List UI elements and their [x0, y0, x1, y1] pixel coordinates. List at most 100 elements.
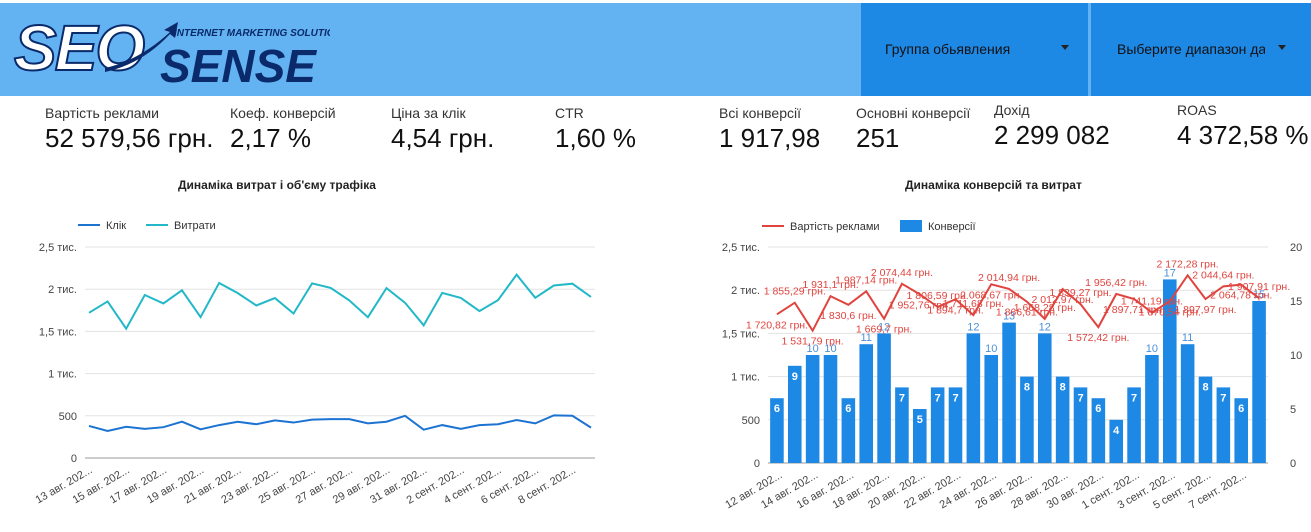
bar-value-label: 8 [1060, 382, 1066, 394]
bar-value-label: 7 [1220, 392, 1226, 404]
bar [1127, 387, 1141, 463]
line-value-label: 1 987,14 грн. [835, 274, 897, 286]
kpi-value: 251 [856, 123, 900, 153]
bar-value-label: 13 [1003, 311, 1015, 323]
line-value-label: 1 669,7 грн. [856, 324, 912, 336]
line-value-label: 1 830,6 грн. [820, 310, 876, 322]
logo-tagline: INTERNET MARKETING SOLUTIONS [174, 28, 330, 39]
bar [930, 387, 945, 463]
line-value-label: 1 866,61 грн. [996, 307, 1058, 319]
bar [805, 355, 820, 463]
kpi-label: ROAS [1177, 102, 1217, 118]
kpi-revenue: Дохід 2 299 082 [994, 102, 1110, 151]
kpi-value: 4 372,58 % [1177, 120, 1309, 150]
bar [1234, 398, 1248, 463]
bar [1180, 344, 1195, 463]
bar-value-label: 11 [1182, 332, 1193, 344]
bar-value-label: 7 [899, 392, 905, 404]
bar [1216, 387, 1231, 463]
line-value-label: 1 907,91 грн. [1228, 281, 1290, 293]
kpi-value: 4,54 грн. [391, 123, 495, 153]
bar [1145, 355, 1159, 463]
ad-group-dropdown[interactable]: Группа обьявления [861, 3, 1088, 96]
bar-value-label: 7 [952, 392, 958, 404]
traffic-cost-line-chart: 0 500 1 тис. 1,5 тис. 2 тис. 2,5 тис. Клік Витр… [33, 220, 595, 507]
bar-value-label: 12 [1039, 321, 1051, 333]
bar [1073, 387, 1088, 463]
y-tick-label-right: 10 [1290, 350, 1302, 362]
y-tick-label-right: 5 [1290, 404, 1296, 416]
y-tick-label: 0 [71, 453, 77, 465]
caret-down-icon [1278, 45, 1286, 50]
kpi-value: 1,60 % [555, 123, 636, 153]
date-range-picker-label: Выберите диапазон да [1117, 41, 1265, 57]
legend-swatch [900, 220, 922, 232]
line-value-label: 1 839,27 грн. [1049, 287, 1111, 299]
series-line [88, 272, 592, 331]
bar [823, 355, 838, 463]
bar [770, 398, 784, 463]
line-value-label: 1 870,54 грн. [1139, 306, 1201, 318]
line-value-label: 1 956,42 грн. [1085, 277, 1147, 289]
bar-value-label: 4 [1113, 425, 1120, 437]
legend-label: Вартість реклами [790, 221, 880, 233]
bar-value-label: 11 [861, 332, 872, 344]
y-tick-label: 1 тис. [48, 369, 77, 381]
bar-value-label: 17 [1164, 267, 1176, 279]
kpi-ad-cost: Вартість реклами 52 579,56 грн. [45, 105, 213, 154]
logo-wordmark: SEO [14, 12, 144, 84]
y-tick-label-left: 2 тис. [731, 285, 760, 297]
line-value-label: 1 952,76 грн. [889, 299, 951, 311]
y-tick-label: 500 [59, 411, 77, 423]
bar-value-label: 7 [1131, 392, 1137, 404]
kpi-label: Всі конверсії [719, 105, 801, 121]
caret-down-icon [1061, 45, 1069, 50]
y-tick-label-right: 20 [1290, 242, 1302, 254]
line-value-label: 1 720,82 грн. [746, 319, 808, 331]
y-tick-label: 2 тис. [48, 284, 77, 296]
bar [895, 387, 909, 463]
kpi-ctr: CTR 1,60 % [555, 105, 636, 154]
line-value-label: 2 068,67 грн. [960, 289, 1022, 301]
legend-label: Клік [106, 220, 126, 232]
bar [1163, 279, 1177, 463]
kpi-value: 1 917,98 [719, 123, 821, 153]
bar [877, 333, 891, 463]
line-value-label: 1 897,71 грн. [1103, 304, 1165, 316]
bar-value-label: 12 [967, 321, 979, 333]
line-value-label: 2 014,94 грн. [978, 272, 1040, 284]
kpi-label: Основні конверсії [856, 105, 971, 121]
bar-value-label: 8 [1024, 382, 1030, 394]
bar [966, 333, 981, 463]
bar-value-label: 6 [1095, 403, 1101, 415]
chart-title: Динаміка витрат і об'єму трафіка [178, 178, 376, 192]
y-tick-label-right: 0 [1290, 458, 1296, 470]
bar-value-label: 6 [774, 403, 780, 415]
y-tick-label-left: 0 [754, 458, 760, 470]
bar-value-label: 10 [807, 343, 819, 355]
kpi-label: Вартість реклами [45, 105, 159, 121]
line-value-label: 1 531,79 грн. [782, 336, 844, 348]
y-tick-label: 1,5 тис. [39, 326, 77, 338]
bar [1198, 376, 1213, 463]
legend-label: Витрати [174, 220, 216, 232]
bar [1002, 322, 1016, 463]
kpi-value: 2 299 082 [994, 120, 1110, 150]
date-range-picker[interactable]: Выберите диапазон да [1091, 3, 1311, 96]
bar-value-label: 6 [1238, 403, 1244, 415]
bar [841, 398, 856, 463]
bar [1109, 419, 1123, 463]
bar [1091, 398, 1106, 463]
bar-value-label: 6 [845, 403, 851, 415]
bar-value-label: 5 [917, 414, 923, 426]
line-value-label: 2 044,64 грн. [1192, 269, 1254, 281]
conversions-cost-combo-chart: 0 500 1 тис. 1,5 тис. 2 тис. 2,5 тис. 0 5 10 15 20… [722, 220, 1302, 512]
line-value-label: 1 894,7 грн. [927, 304, 983, 316]
legend-label: Конверсії [928, 221, 976, 233]
line-value-label: 1 668,28 грн. [1014, 302, 1076, 314]
kpi-label: Коеф. конверсій [230, 105, 336, 121]
brand-logo: SEO SENSE INTERNET MARKETING SOLUTIONS [13, 11, 330, 86]
bar [913, 409, 927, 463]
line-value-label: 1 711,68 грн. [943, 298, 1004, 310]
kpi-label: CTR [555, 105, 584, 121]
